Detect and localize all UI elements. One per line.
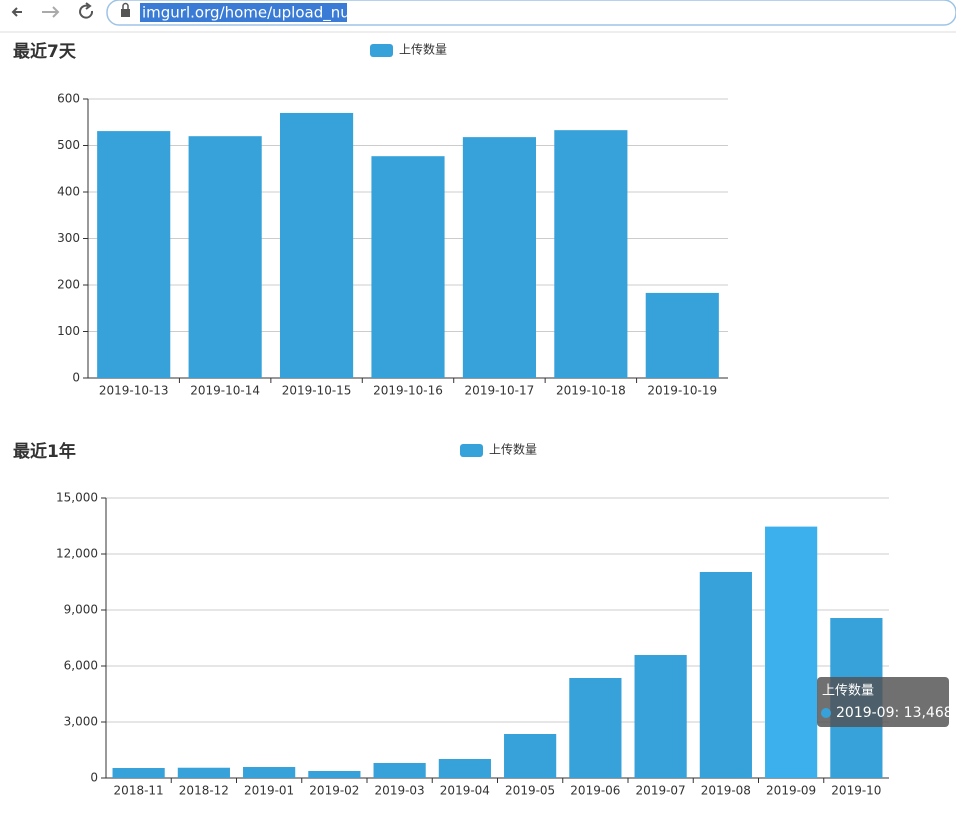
bar	[112, 767, 165, 778]
tooltip-title: 上传数量	[822, 684, 874, 699]
bar	[645, 292, 719, 378]
y-tick-label: 9,000	[64, 603, 98, 617]
chart-title: 最近1年	[13, 441, 76, 462]
legend-label: 上传数量	[399, 42, 447, 57]
url-selection	[140, 3, 347, 22]
x-tick-label: 2019-07	[636, 784, 686, 798]
legend-swatch	[370, 44, 393, 57]
bar	[554, 130, 628, 378]
x-tick-label: 2019-10	[831, 784, 881, 798]
bar	[308, 771, 361, 778]
x-tick-label: 2019-01	[244, 784, 294, 798]
lock-icon	[121, 9, 130, 17]
x-tick-label: 2019-08	[701, 784, 751, 798]
legend-label: 上传数量	[489, 442, 537, 457]
x-tick-label: 2019-03	[375, 784, 425, 798]
bar	[765, 526, 818, 778]
lock-shackle	[122, 2, 129, 9]
forward-button[interactable]	[42, 6, 60, 18]
bar	[188, 136, 262, 378]
bar	[504, 734, 557, 778]
legend-swatch	[460, 444, 483, 457]
chart-title: 最近7天	[13, 41, 77, 62]
y-tick-label: 200	[57, 278, 80, 292]
y-tick-label: 0	[72, 371, 80, 385]
tooltip-label: 2019-09: 13,468	[836, 705, 953, 721]
y-tick-label: 6,000	[64, 659, 98, 673]
bar	[243, 767, 296, 778]
bar	[569, 678, 622, 778]
tooltip	[817, 677, 949, 727]
bar	[462, 137, 536, 378]
y-tick-label: 500	[57, 138, 80, 152]
x-tick-label: 2019-10-17	[465, 384, 535, 398]
y-tick-label: 100	[57, 324, 80, 338]
x-tick-label: 2018-11	[114, 784, 164, 798]
y-tick-label: 300	[57, 231, 80, 245]
y-tick-label: 3,000	[64, 715, 98, 729]
x-tick-label: 2018-12	[179, 784, 229, 798]
x-tick-label: 2019-10-13	[99, 384, 169, 398]
x-tick-label: 2019-10-14	[190, 384, 260, 398]
x-tick-label: 2019-06	[570, 784, 620, 798]
url-text[interactable]: imgurl.org/home/upload_num	[142, 4, 364, 23]
y-tick-label: 400	[57, 185, 80, 199]
x-tick-label: 2019-10-18	[556, 384, 626, 398]
bar	[699, 571, 752, 778]
bar	[634, 655, 687, 778]
reload-button[interactable]	[79, 2, 94, 19]
y-tick-label: 12,000	[56, 547, 98, 561]
x-tick-label: 2019-10-16	[373, 384, 443, 398]
bar	[177, 767, 230, 778]
x-tick-label: 2019-09	[766, 784, 816, 798]
y-tick-label: 600	[57, 92, 80, 106]
tooltip-dot	[821, 708, 831, 718]
x-tick-label: 2019-02	[309, 784, 359, 798]
bar	[280, 112, 354, 378]
bar	[371, 156, 445, 378]
back-button[interactable]	[11, 7, 22, 17]
bar	[373, 762, 426, 778]
y-tick-label: 0	[90, 771, 98, 785]
x-tick-label: 2019-10-15	[282, 384, 352, 398]
bar	[97, 131, 171, 378]
x-tick-label: 2019-10-19	[647, 384, 717, 398]
y-tick-label: 15,000	[56, 491, 98, 505]
bar	[438, 758, 491, 778]
x-tick-label: 2019-04	[440, 784, 490, 798]
x-tick-label: 2019-05	[505, 784, 555, 798]
